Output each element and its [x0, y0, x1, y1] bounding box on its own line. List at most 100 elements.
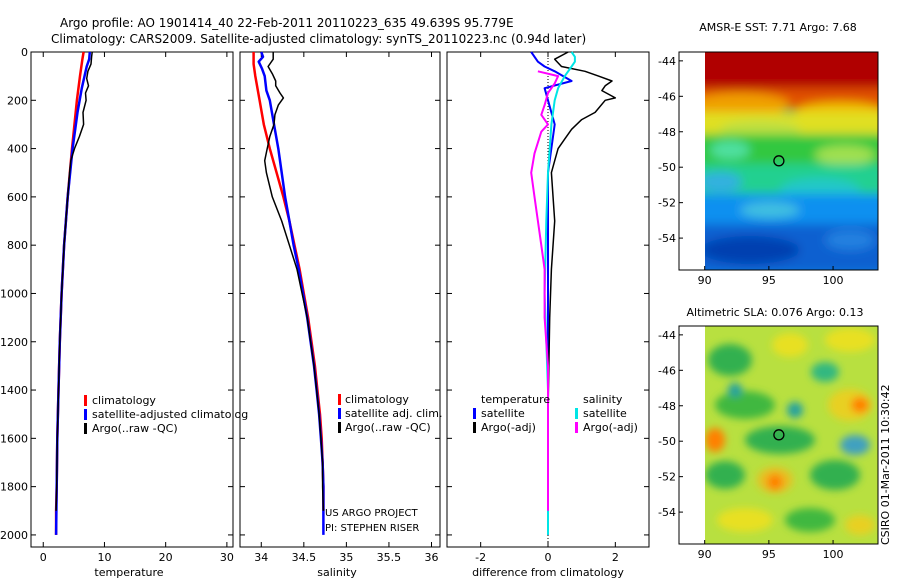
legend-group-temperature: temperature	[481, 393, 550, 406]
legend-swatch-satellite-adjusted	[84, 409, 87, 420]
sst-map-ticks: 90 95 100 -44 -46 -48 -50 -52 -54	[658, 55, 844, 287]
x-tick-label: 30	[220, 551, 234, 564]
legend-swatch-temp-satellite	[473, 408, 476, 419]
sla-map-nodata-strip	[679, 326, 705, 544]
x-tick-label: 0	[545, 551, 552, 564]
legend-swatch-climatology	[338, 394, 341, 405]
annotation-pi: PI: STEPHEN RISER	[325, 523, 419, 534]
x-tick-label: 34	[254, 551, 268, 564]
sst-map-nodata-strip	[679, 52, 705, 270]
temperature-axes-frame	[30, 51, 234, 548]
y-tick-label: 1600	[0, 432, 28, 445]
series-line-climatology	[54, 51, 85, 535]
map-y-tick-label: -48	[658, 126, 676, 139]
difference-series	[530, 51, 617, 547]
legend-label-argo-raw: Argo(..raw -QC)	[92, 422, 178, 435]
legend-group-salinity: salinity	[583, 393, 623, 406]
temperature-legend: climatology satellite-adjusted climatolo…	[84, 394, 248, 435]
map-y-tick-label: -54	[658, 506, 676, 519]
difference-legend: temperature satellite Argo(-adj) salinit…	[473, 393, 638, 434]
legend-label-argo-raw: Argo(..raw -QC)	[345, 421, 431, 434]
map-x-tick-label: 95	[762, 274, 776, 287]
temperature-series	[54, 51, 93, 535]
legend-label-temp-satellite: satellite	[481, 407, 525, 420]
y-tick-label: 800	[7, 239, 28, 252]
y-tick-label: 0	[21, 46, 28, 59]
map-y-tick-label: -52	[658, 197, 676, 210]
series-line-temperature-satellite	[530, 51, 573, 535]
map-y-tick-label: -44	[658, 329, 676, 342]
legend-swatch-sal-argo	[575, 422, 578, 433]
timestamp-vertical: CSIRO 01-Mar-2011 10:30:42	[879, 384, 892, 545]
map-x-tick-label: 95	[762, 548, 776, 561]
salinity-panel: 34 34.5 35 35.5 36 salinity climatology sate…	[239, 51, 442, 579]
map-y-tick-label: -46	[658, 364, 676, 377]
sla-map-frame	[678, 325, 879, 545]
series-line-salinity-argo-adj-	[530, 70, 560, 511]
legend-label-temp-argo: Argo(-adj)	[481, 421, 536, 434]
legend-swatch-argo-raw	[84, 423, 87, 434]
map-x-tick-label: 100	[823, 548, 844, 561]
y-tick-label: 1200	[0, 336, 28, 349]
map-y-tick-label: -50	[658, 161, 676, 174]
series-line-satellite-adj-clim-	[257, 51, 325, 535]
map-y-tick-label: -50	[658, 435, 676, 448]
y-tick-label: 600	[7, 191, 28, 204]
salinity-ticks: 34 34.5 35 35.5 36	[240, 51, 440, 564]
y-tick-label: 400	[7, 143, 28, 156]
y-tick-label: 1800	[0, 481, 28, 494]
x-tick-label: 34.5	[292, 551, 317, 564]
series-line-argo-raw-qc-	[263, 52, 325, 511]
legend-label-sal-argo: Argo(-adj)	[583, 421, 638, 434]
sst-heatmap	[705, 52, 878, 270]
map-y-tick-label: -44	[658, 55, 676, 68]
legend-label-climatology: climatology	[345, 393, 409, 406]
title-line-2: Climatology: CARS2009. Satellite-adjuste…	[51, 32, 586, 46]
sla-heatmap	[705, 326, 878, 544]
series-line-temperature-argo-adj-	[547, 51, 617, 511]
legend-swatch-argo-raw	[338, 422, 341, 433]
map-y-tick-label: -54	[658, 232, 676, 245]
x-tick-label: 35.5	[377, 551, 402, 564]
x-tick-label: 0	[40, 551, 47, 564]
sla-argo-location-marker	[773, 429, 785, 441]
y-tick-label: 200	[7, 94, 28, 107]
map-x-tick-label: 90	[698, 548, 712, 561]
title-line-1: Argo profile: AO 1901414_40 22-Feb-2011 …	[60, 16, 514, 30]
sst-map-frame	[678, 51, 879, 271]
x-tick-label: 10	[97, 551, 111, 564]
sla-map-title: Altimetric SLA: 0.076 Argo: 0.13	[686, 306, 863, 319]
map-x-tick-label: 90	[698, 274, 712, 287]
legend-label-satellite-adj: satellite adj. clim.	[345, 407, 442, 420]
salinity-axes-frame	[239, 51, 441, 548]
series-line-argo-raw-qc-	[55, 51, 93, 511]
salinity-series	[252, 51, 325, 535]
legend-swatch-sal-satellite	[575, 408, 578, 419]
sst-argo-location-marker	[773, 155, 785, 167]
sst-map-title: AMSR-E SST: 7.71 Argo: 7.68	[699, 21, 857, 34]
difference-xlabel: difference from climatology	[472, 566, 624, 579]
map-y-tick-label: -46	[658, 90, 676, 103]
y-tick-label: 1000	[0, 287, 28, 300]
x-tick-label: 20	[159, 551, 173, 564]
y-tick-label: 2000	[0, 529, 28, 542]
legend-label-satellite-adjusted: satellite-adjusted climatolog	[92, 408, 248, 421]
temperature-xlabel: temperature	[94, 566, 163, 579]
legend-swatch-satellite-adj	[338, 408, 341, 419]
sst-map-panel: AMSR-E SST: 7.71 Argo: 7.68	[658, 21, 879, 287]
x-tick-label: 35	[339, 551, 353, 564]
y-tick-label: 1400	[0, 384, 28, 397]
series-line-salinity-satellite	[543, 51, 576, 535]
legend-label-climatology: climatology	[92, 394, 156, 407]
temperature-panel: 0 10 20 30 0 200 400 600 800 1000 1200 1400 1600 1800…	[0, 46, 248, 579]
map-x-tick-label: 100	[823, 274, 844, 287]
legend-label-sal-satellite: satellite	[583, 407, 627, 420]
difference-ticks: -2 0 2	[447, 51, 649, 564]
salinity-legend: climatology satellite adj. clim. Argo(..…	[338, 393, 442, 434]
difference-panel: -2 0 2 difference from climatology tempera…	[446, 51, 650, 579]
x-tick-label: 36	[424, 551, 438, 564]
x-tick-label: -2	[475, 551, 486, 564]
map-y-tick-label: -48	[658, 400, 676, 413]
temperature-ticks: 0 10 20 30 0 200 400 600 800 1000 1200 1400 1600 1800…	[0, 46, 234, 564]
